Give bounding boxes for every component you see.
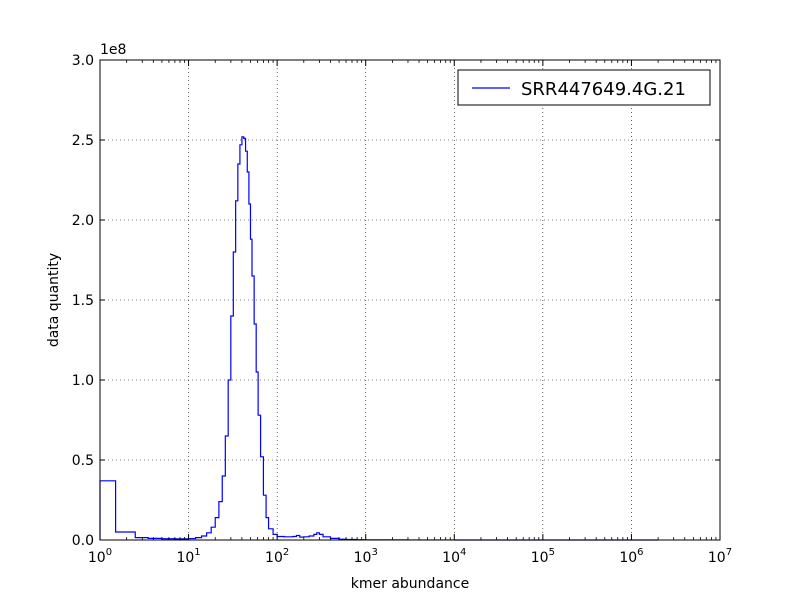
x-tick-label: 100 — [88, 547, 112, 566]
x-tick-exponent: 6 — [637, 547, 643, 558]
y-tick-label: 2.0 — [72, 213, 94, 229]
x-tick-base: 10 — [88, 550, 106, 566]
x-tick-exponent: 1 — [194, 547, 200, 558]
x-tick-base: 10 — [442, 550, 460, 566]
legend-entry-label: SRR447649.4G.21 — [521, 79, 686, 100]
x-tick-base: 10 — [176, 550, 194, 566]
series-line-SRR447649 — [99, 136, 659, 541]
x-tick-base: 10 — [531, 550, 549, 566]
x-tick-base: 10 — [265, 550, 283, 566]
legend: SRR447649.4G.21 — [457, 69, 711, 106]
x-tick-base: 10 — [708, 550, 726, 566]
y-offset-label: 1e8 — [100, 42, 126, 58]
y-tick-label: 0.5 — [72, 453, 94, 469]
x-tick-exponent: 0 — [106, 547, 112, 558]
x-tick-label: 101 — [176, 547, 200, 566]
x-tick-label: 103 — [354, 547, 378, 566]
x-tick-exponent: 4 — [460, 547, 466, 558]
x-tick-base: 10 — [354, 550, 372, 566]
x-tick-label: 107 — [708, 547, 732, 566]
x-tick-exponent: 3 — [371, 547, 377, 558]
x-tick-label: 105 — [531, 547, 555, 566]
x-tick-exponent: 5 — [549, 547, 555, 558]
x-tick-base: 10 — [619, 550, 637, 566]
x-tick-label: 102 — [265, 547, 289, 566]
y-tick-label: 2.5 — [72, 133, 94, 149]
y-tick-label: 1.5 — [72, 293, 94, 309]
x-tick-label: 106 — [619, 547, 643, 566]
x-tick-label: 104 — [442, 547, 466, 566]
x-axis-label: kmer abundance — [351, 576, 469, 592]
y-tick-label: 1.0 — [72, 373, 94, 389]
x-tick-exponent: 2 — [283, 547, 289, 558]
y-tick-label: 0.0 — [72, 533, 94, 549]
y-axis-label: data quantity — [46, 253, 62, 347]
grid-lines — [100, 60, 720, 540]
x-tick-exponent: 7 — [726, 547, 732, 558]
y-tick-label: 3.0 — [72, 53, 94, 69]
